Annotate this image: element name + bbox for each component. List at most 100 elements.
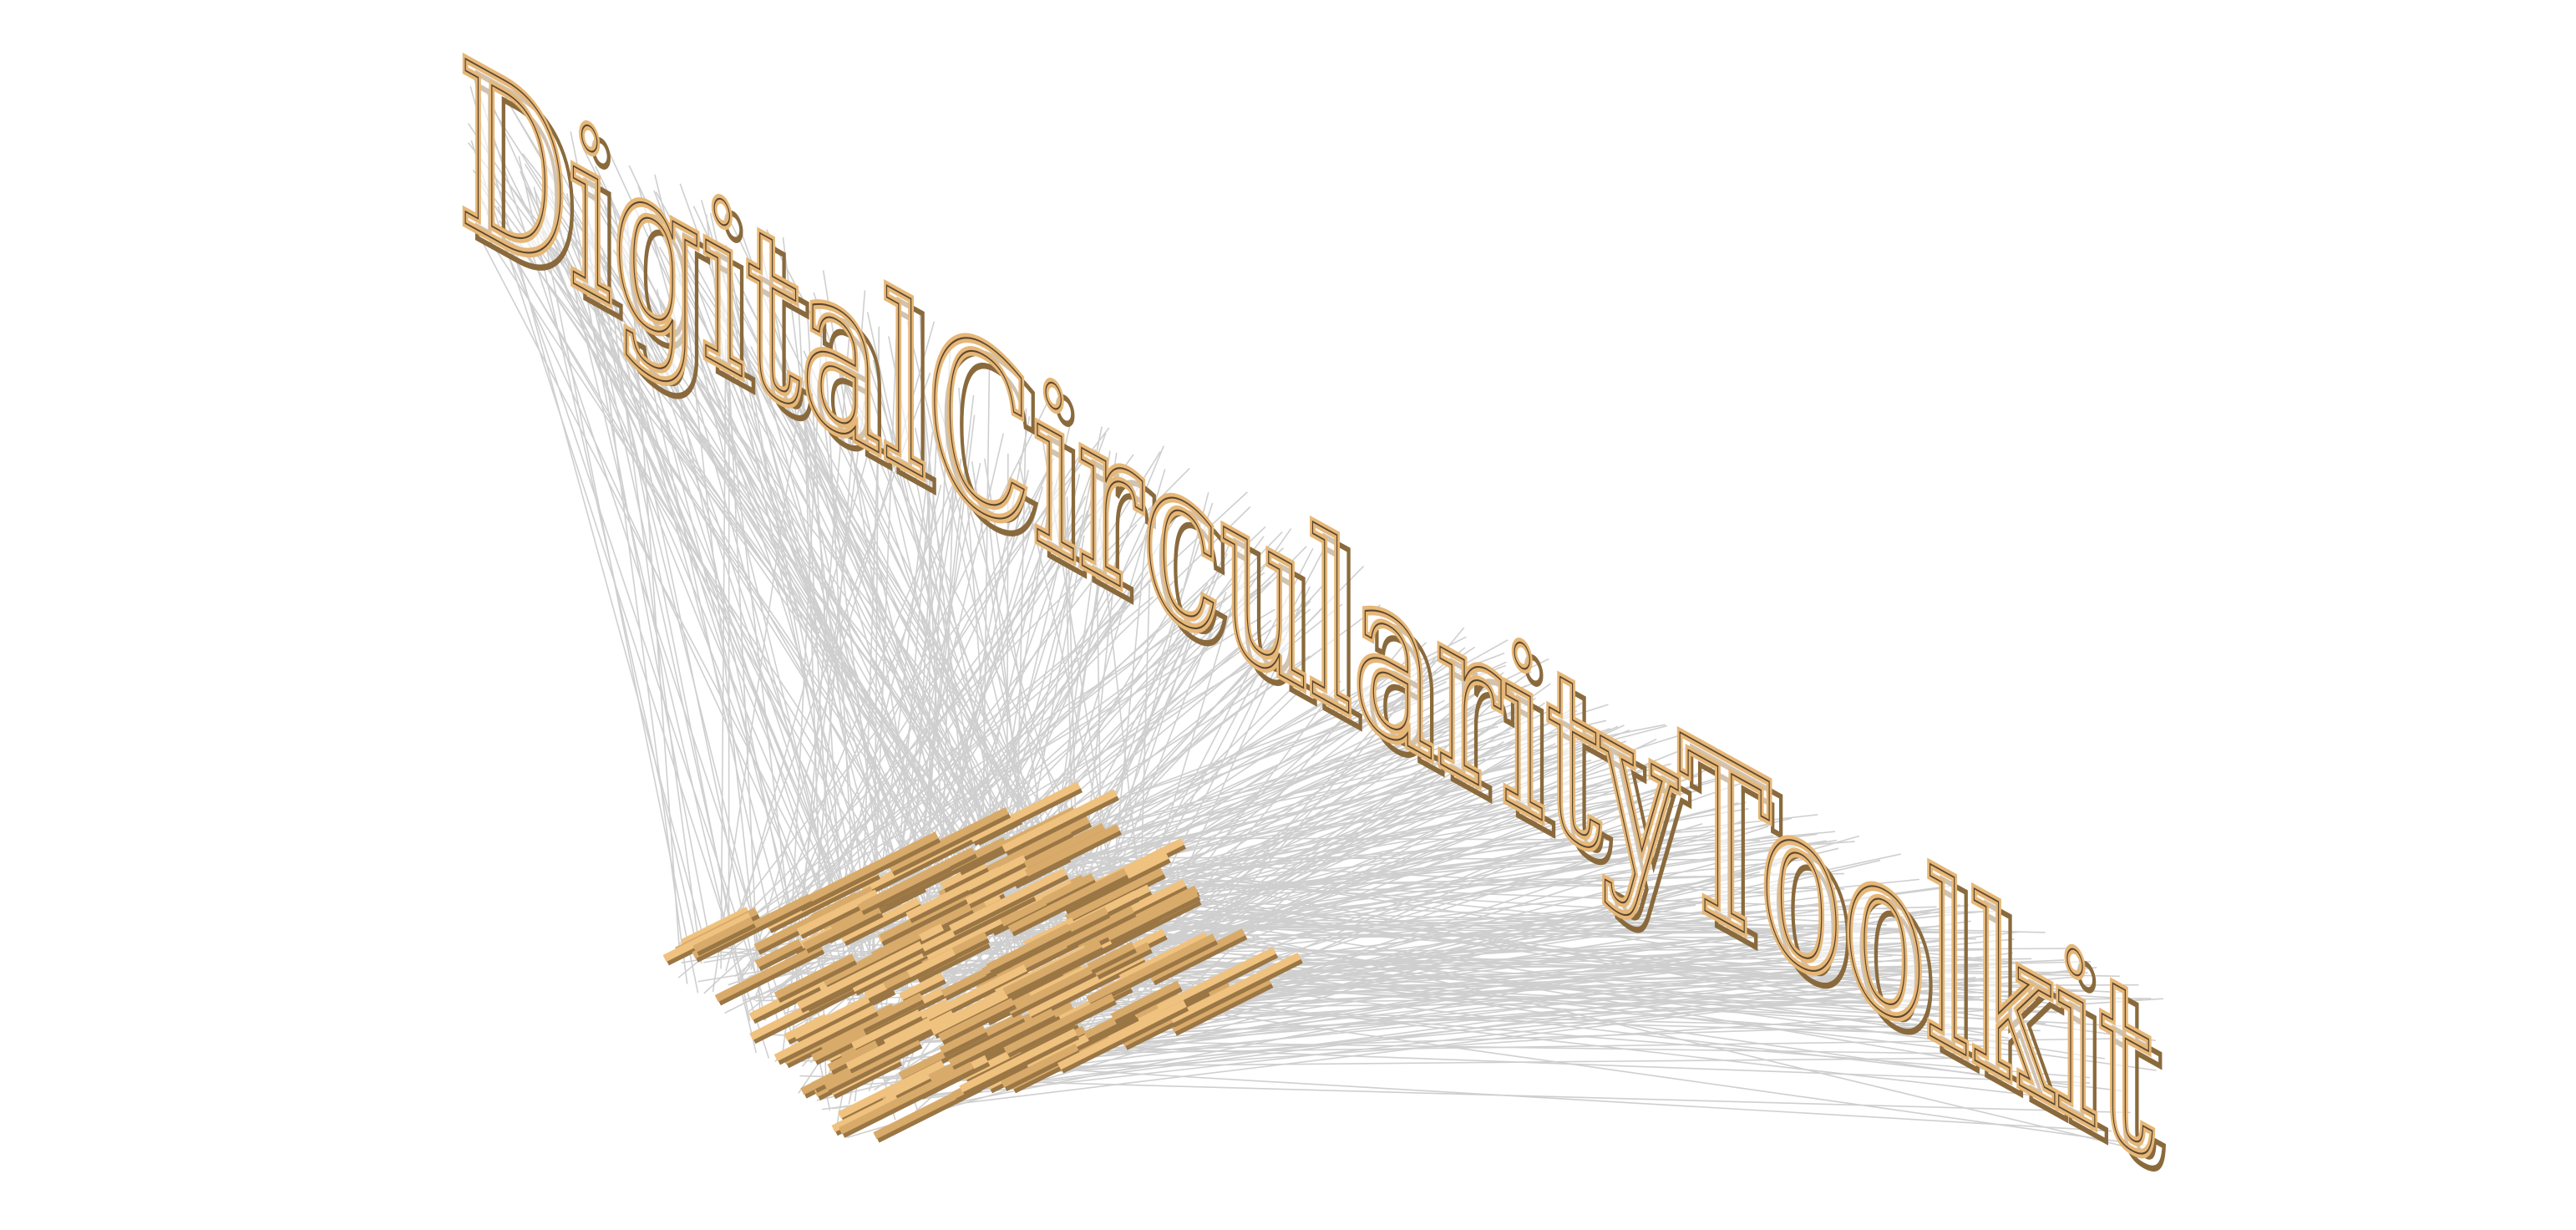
part	[986, 923, 1071, 972]
part	[662, 912, 752, 963]
link-line	[858, 524, 1138, 880]
link-line	[726, 345, 925, 912]
part-shadow	[795, 989, 896, 1044]
link-line	[878, 429, 1021, 1050]
link-line	[728, 710, 1535, 986]
part	[939, 1024, 986, 1055]
part	[965, 855, 1027, 892]
part-shadow	[1030, 958, 1147, 1021]
link-line	[610, 196, 773, 933]
part	[714, 943, 823, 1003]
part	[811, 1029, 867, 1062]
part-shadow	[972, 786, 1083, 846]
part	[837, 1060, 945, 1119]
part	[1024, 823, 1120, 877]
part	[959, 1028, 1078, 1093]
part-shadow	[1108, 894, 1201, 945]
link-line	[866, 312, 990, 867]
link-line	[470, 140, 770, 1059]
part-shadow	[943, 865, 990, 893]
link-line	[750, 321, 936, 970]
link-line	[875, 967, 2097, 1105]
link-line	[763, 454, 1134, 968]
part-shadow	[942, 1029, 989, 1058]
link-line	[481, 201, 970, 1027]
link-line	[725, 440, 873, 972]
part-shadow	[1027, 828, 1123, 881]
part-shadow	[825, 936, 923, 990]
part	[1062, 905, 1135, 947]
part-shadow	[961, 1033, 1079, 1096]
link-line	[765, 229, 1165, 993]
link-line	[1130, 641, 1407, 977]
link-line	[718, 427, 1110, 938]
part-shadow	[886, 1076, 933, 1104]
part-shadow	[1060, 1004, 1189, 1074]
part-shadow	[1096, 947, 1153, 980]
part	[899, 972, 945, 1001]
link-line	[1006, 963, 2010, 1055]
part-shadow	[1006, 945, 1104, 999]
part-shadow	[1113, 985, 1183, 1024]
part-shadow	[1171, 957, 1303, 1028]
part-shadow	[805, 911, 881, 953]
link-line	[1027, 1066, 2112, 1132]
link-line	[709, 212, 883, 1005]
link-line	[792, 399, 1050, 923]
part	[1023, 822, 1106, 869]
part	[796, 889, 879, 936]
part-shadow	[968, 859, 1029, 895]
part	[822, 932, 921, 986]
part-shadow	[718, 948, 825, 1006]
part	[851, 1009, 921, 1050]
part-pile	[662, 781, 1303, 1143]
part	[1149, 928, 1246, 982]
part	[857, 860, 951, 912]
part	[888, 806, 1009, 872]
part	[969, 781, 1081, 842]
part-shadow	[1003, 1048, 1081, 1091]
part-shadow	[696, 921, 757, 957]
part	[938, 998, 1015, 1042]
part-shadow	[884, 841, 1009, 908]
link-line	[1164, 887, 1944, 994]
part-shadow	[989, 928, 1073, 975]
part	[1168, 952, 1301, 1024]
part-shadow	[1011, 872, 1129, 937]
part-shadow	[933, 969, 1063, 1039]
part-shadow	[695, 898, 814, 963]
link-line	[566, 193, 713, 955]
part	[925, 964, 1027, 1021]
part	[1086, 933, 1216, 1004]
part	[754, 938, 802, 968]
part-shadow	[1065, 910, 1137, 951]
part-shadow	[841, 1066, 976, 1138]
part-shadow	[1007, 998, 1117, 1058]
part	[1001, 1043, 1079, 1088]
part-shadow	[1064, 856, 1171, 915]
link-line	[720, 338, 727, 969]
link-line	[492, 180, 924, 871]
part-shadow	[941, 1002, 1017, 1045]
part	[1057, 999, 1187, 1070]
part	[925, 917, 1003, 961]
part	[1110, 980, 1181, 1021]
link-line	[845, 932, 1768, 938]
part-shadow	[1174, 981, 1274, 1036]
link-line	[762, 957, 2088, 973]
part	[692, 917, 754, 953]
link-line	[488, 131, 928, 1017]
link-line	[655, 191, 1108, 1023]
part-shadow	[1124, 1020, 1175, 1050]
part	[796, 941, 923, 1009]
part	[773, 1004, 877, 1062]
part	[1064, 867, 1164, 922]
link-line	[542, 235, 834, 915]
link-line	[1096, 647, 1466, 939]
link-line	[793, 450, 1161, 1044]
part-shadow	[920, 894, 1037, 958]
part-shadow	[758, 943, 804, 972]
link-line	[1047, 1039, 2026, 1055]
part-shadow	[864, 833, 983, 897]
link-line	[1015, 872, 1887, 926]
